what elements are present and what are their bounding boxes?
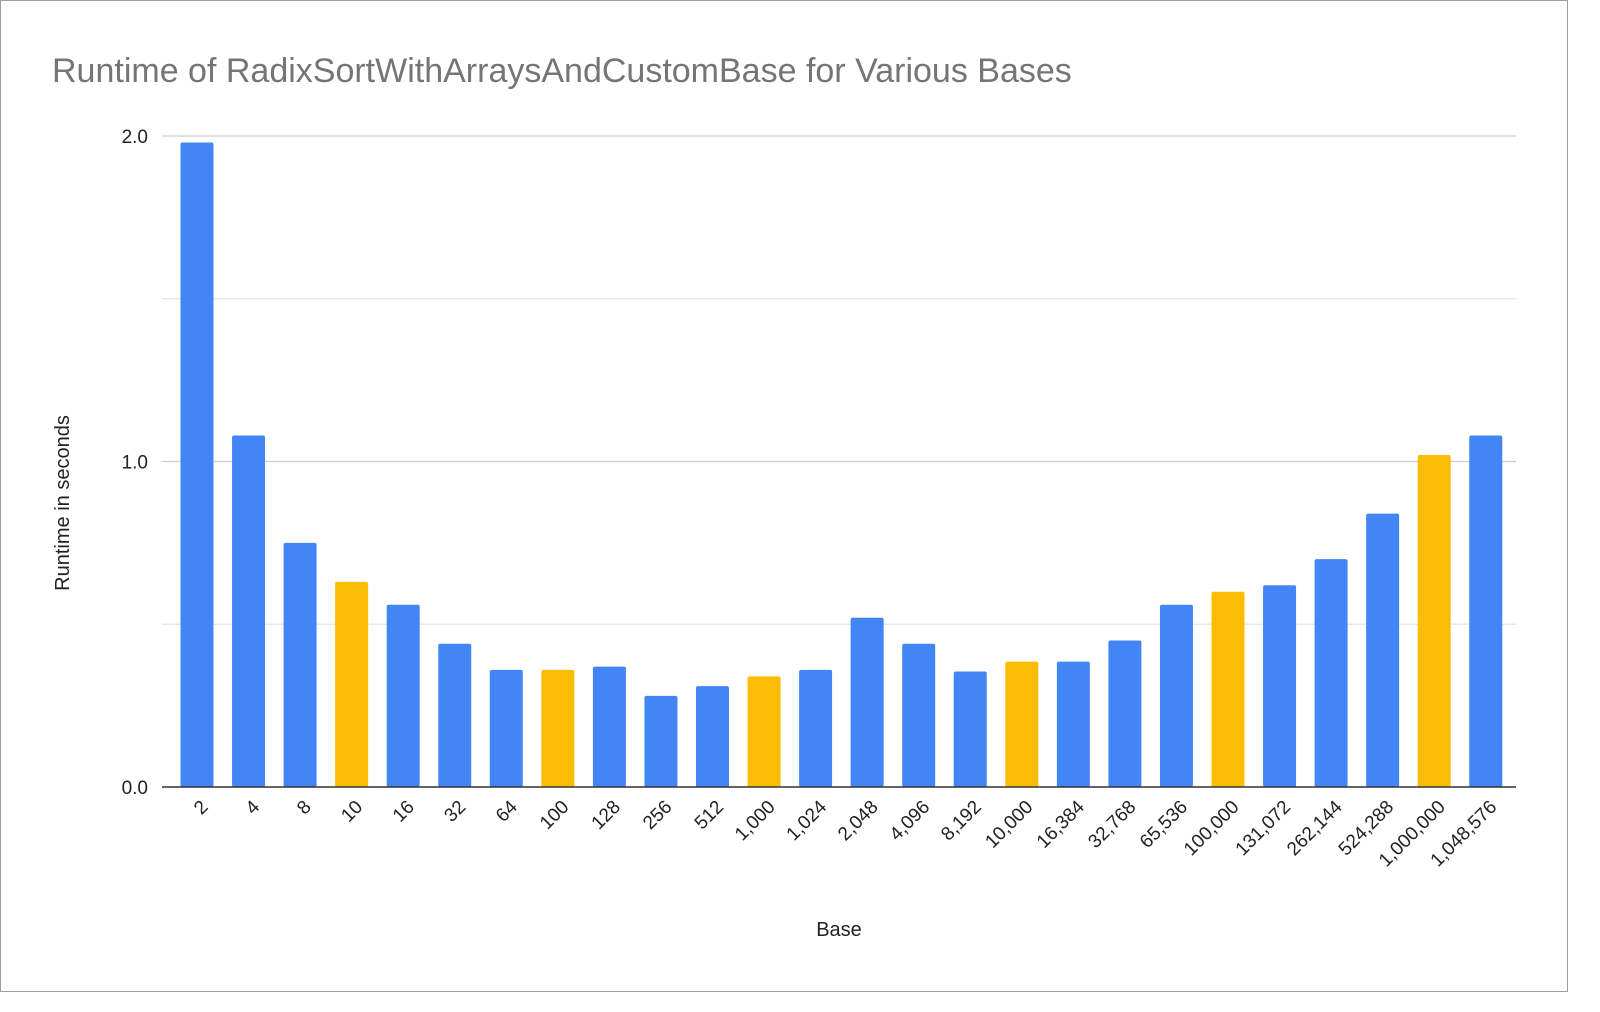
x-tick-label: 256 — [639, 797, 676, 834]
x-tick-label: 8,192 — [937, 797, 985, 845]
x-tick-label: 1,000 — [731, 797, 779, 845]
bar-100000 — [1211, 591, 1245, 787]
x-tick-label: 10 — [337, 797, 367, 827]
bar-32 — [438, 643, 472, 787]
x-tick-label: 512 — [691, 797, 728, 834]
x-tick-label: 16,384 — [1033, 796, 1089, 852]
bar-2 — [180, 142, 214, 787]
x-tick-label: 4 — [242, 796, 265, 819]
bar-524288 — [1366, 513, 1400, 787]
x-tick-label: 100,000 — [1180, 797, 1243, 860]
bar-512 — [696, 686, 729, 787]
bar-100 — [541, 669, 575, 787]
y-axis-title: Runtime in seconds — [52, 415, 74, 591]
bar-128 — [592, 666, 626, 787]
bar-16384 — [1056, 661, 1090, 787]
x-tick-label: 1,024 — [783, 796, 832, 845]
bar-256 — [644, 695, 678, 787]
y-tick-label: 2.0 — [122, 127, 148, 148]
x-tick-label: 262,144 — [1283, 796, 1347, 860]
y-tick-label: 1.0 — [122, 453, 148, 474]
bar-1048576 — [1469, 435, 1503, 787]
bar-4 — [232, 435, 266, 787]
x-tick-label: 4,096 — [886, 797, 934, 845]
x-tick-label: 2,048 — [834, 797, 882, 845]
chart-title: Runtime of RadixSortWithArraysAndCustomB… — [52, 52, 1072, 90]
x-tick-label: 32,768 — [1084, 797, 1140, 853]
bar-65536 — [1159, 604, 1193, 787]
bar-262144 — [1314, 559, 1348, 787]
x-tick-label: 64 — [492, 796, 522, 826]
bar-8192 — [953, 671, 987, 787]
bar-1000 — [747, 676, 781, 787]
bar-10000 — [1005, 661, 1039, 787]
bar-64 — [489, 669, 523, 787]
x-axis-title: Base — [816, 919, 862, 941]
x-tick-label: 32 — [440, 797, 470, 827]
x-tick-label: 131,072 — [1232, 797, 1295, 860]
bar-2048 — [850, 617, 884, 787]
x-axis-ticks: 2 4 8 10 16 32 64 100 128 256 512 1,000 1,024 2,048 4,… — [190, 796, 1501, 871]
x-tick-label: 16 — [389, 797, 419, 827]
bars — [180, 142, 1503, 787]
bar-8 — [283, 542, 317, 787]
x-tick-label: 100 — [536, 797, 573, 834]
bar-32768 — [1108, 640, 1142, 787]
bar-1000000 — [1417, 454, 1451, 787]
x-tick-label: 128 — [588, 797, 625, 834]
y-tick-label: 0.0 — [122, 778, 148, 799]
y-axis-ticks: 0.0 1.0 2.0 — [122, 127, 148, 799]
x-tick-label: 10,000 — [981, 797, 1037, 853]
bar-10 — [335, 581, 369, 787]
x-tick-label: 2 — [190, 797, 212, 819]
x-tick-label: 8 — [293, 797, 315, 819]
bar-16 — [386, 604, 420, 787]
bar-4096 — [902, 643, 936, 787]
bar-1024 — [799, 669, 833, 787]
bar-131072 — [1263, 585, 1297, 787]
